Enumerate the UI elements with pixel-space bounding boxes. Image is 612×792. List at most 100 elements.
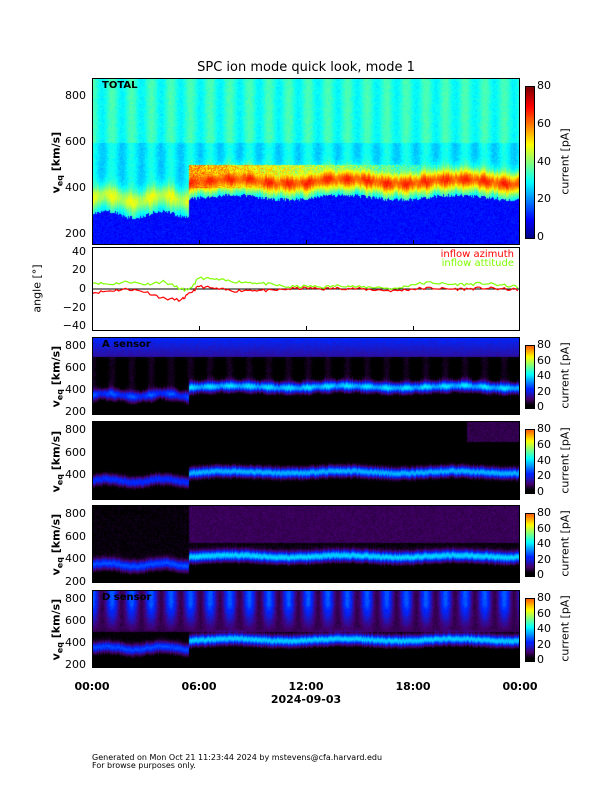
y-tick-label: 40: [72, 244, 86, 258]
panel-label: C sensor: [102, 507, 151, 518]
x-tick: [199, 578, 200, 583]
x-tick: [306, 495, 307, 500]
footer-generated: Generated on Mon Oct 21 11:23:44 2024 by…: [92, 753, 383, 762]
x-tick: [413, 495, 414, 500]
colorbar-tick-label: 20: [537, 384, 551, 398]
y-tick-label: 200: [65, 226, 86, 240]
spectrogram-b-sensor: [92, 421, 520, 500]
plot-frame: [92, 590, 520, 668]
x-tick: [413, 326, 414, 331]
y-tick-label: 600: [65, 445, 86, 459]
x-tick: [306, 240, 307, 245]
y-label-subscript: eq: [55, 557, 65, 569]
x-tick-label: 06:00: [181, 680, 217, 693]
y-tick-label: 20: [72, 263, 86, 277]
spectrogram-c-sensor: [92, 505, 520, 583]
y-tick-label: 800: [65, 507, 86, 521]
x-tick-label: 00:00: [74, 680, 110, 693]
colorbar-tick-label: 0: [537, 485, 544, 498]
y-label-subscript: eq: [55, 389, 65, 401]
y-tick-label: −20: [62, 300, 86, 314]
y-tick-label: 400: [65, 552, 86, 566]
plot-frame: [92, 505, 520, 583]
y-label-symbol: v: [49, 653, 63, 661]
y-label-symbol: v: [49, 568, 63, 576]
footer-note: For browse purposes only.: [92, 761, 196, 770]
colorbar-tick-label: 80: [537, 591, 551, 604]
y-tick-label: 400: [65, 180, 86, 194]
x-tick-label: 00:00: [502, 680, 538, 693]
panel-label: D sensor: [102, 592, 152, 603]
y-tick-label: 200: [65, 574, 86, 588]
x-tick-label: 12:00: [288, 680, 324, 693]
colorbar-tick-label: 60: [537, 116, 551, 130]
x-tick: [199, 663, 200, 668]
y-label-unit: [km/s]: [49, 598, 63, 643]
y-tick-label: 400: [65, 635, 86, 649]
colorbar-label: current [pA]: [558, 342, 572, 409]
colorbar-tick-label: 20: [537, 192, 551, 206]
colorbar-tick-label: 40: [537, 622, 551, 635]
x-tick: [413, 578, 414, 583]
colorbar: [525, 598, 535, 662]
y-axis-label: veq [km/s]: [49, 510, 64, 580]
colorbar-tick-label: 60: [537, 606, 551, 620]
x-tick: [306, 326, 307, 331]
colorbar-label: current [pA]: [558, 127, 572, 195]
x-axis-label: 2024-09-03: [270, 693, 342, 706]
y-label-symbol: v: [49, 400, 63, 408]
colorbar-tick-label: 40: [537, 369, 551, 382]
x-tick: [306, 410, 307, 415]
x-tick: [199, 326, 200, 331]
colorbar-tick-label: 0: [537, 653, 544, 666]
colorbar-tick-label: 0: [537, 400, 544, 413]
x-tick: [199, 495, 200, 500]
legend-inflow-azimuth: inflow azimuth: [440, 249, 514, 260]
y-tick-label: −40: [62, 319, 86, 333]
series-inflow-azimuth: [92, 284, 519, 303]
spectrogram-d-sensor: [92, 590, 520, 668]
plot-frame: [92, 337, 520, 415]
colorbar-label: current [pA]: [558, 426, 572, 494]
y-label-unit: [km/s]: [49, 345, 63, 390]
colorbar-tick-label: 20: [537, 637, 551, 651]
x-tick: [199, 410, 200, 415]
spectrogram-a-sensor: [92, 337, 520, 415]
y-tick-label: 800: [65, 591, 86, 605]
y-label-subscript: eq: [55, 642, 65, 654]
legend-inflow-attitude: inflow attitude: [441, 258, 514, 269]
y-tick-label: 800: [65, 423, 86, 437]
colorbar-label: current [pA]: [558, 595, 572, 662]
x-tick: [199, 240, 200, 245]
y-tick-label: 400: [65, 468, 86, 482]
spectrogram-total: [92, 78, 520, 245]
colorbar-tick-label: 20: [537, 469, 551, 483]
y-tick-label: 0: [79, 282, 86, 295]
colorbar-label: current [pA]: [558, 510, 572, 577]
y-tick-label: 200: [65, 404, 86, 418]
plot-frame: [92, 247, 520, 331]
panel-label: TOTAL: [102, 80, 138, 91]
colorbar-tick-label: 40: [537, 154, 551, 168]
x-tick: [306, 578, 307, 583]
y-label-unit: [km/s]: [49, 513, 63, 558]
colorbar-tick-label: 80: [537, 422, 551, 435]
colorbar-tick-label: 80: [537, 338, 551, 351]
x-tick: [413, 663, 414, 668]
colorbar-tick-label: 80: [537, 506, 551, 519]
y-label-subscript: eq: [55, 174, 65, 186]
y-tick-label: 200: [65, 657, 86, 671]
y-axis-label: veq [km/s]: [49, 426, 64, 496]
colorbar-tick-label: 20: [537, 552, 551, 566]
colorbar: [525, 86, 535, 239]
y-axis-label: veq [km/s]: [49, 342, 64, 412]
y-label-subscript: eq: [55, 473, 65, 485]
colorbar-tick-label: 60: [537, 521, 551, 535]
y-tick-label: 600: [65, 360, 86, 374]
y-axis-label: angle [°]: [30, 264, 44, 313]
colorbar-tick-label: 0: [537, 568, 544, 581]
plot-frame: [92, 78, 520, 245]
y-tick-label: 400: [65, 382, 86, 396]
panel-label: B sensor: [102, 423, 151, 434]
